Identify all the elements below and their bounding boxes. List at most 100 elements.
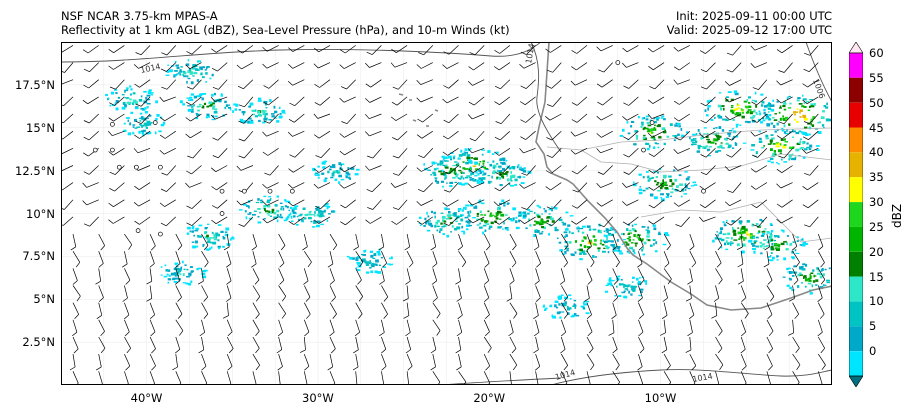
reflectivity-pixel xyxy=(785,248,789,251)
reflectivity-pixel xyxy=(293,215,296,218)
wind-barb xyxy=(416,199,433,206)
wind-barb xyxy=(61,45,74,53)
reflectivity-pixel xyxy=(647,226,649,229)
reflectivity-pixel xyxy=(782,103,787,105)
wind-barb xyxy=(109,165,125,175)
reflectivity-pixel xyxy=(766,104,770,107)
reflectivity-pixel xyxy=(655,241,658,245)
wind-barb xyxy=(764,234,771,251)
reflectivity-pixel xyxy=(462,161,465,163)
wind-barb xyxy=(674,96,691,105)
wind-barb xyxy=(238,96,254,108)
wind-barb xyxy=(750,62,768,68)
wind-barb xyxy=(303,353,310,371)
reflectivity-pixel xyxy=(626,285,629,288)
reflectivity-pixel xyxy=(182,103,185,106)
reflectivity-pixel xyxy=(777,149,782,153)
reflectivity-pixel xyxy=(708,155,711,157)
reflectivity-pixel xyxy=(668,175,672,178)
reflectivity-pixel xyxy=(444,166,449,169)
reflectivity-pixel xyxy=(506,174,508,177)
wind-barb xyxy=(817,285,823,302)
reflectivity-pixel xyxy=(788,156,792,160)
reflectivity-pixel xyxy=(802,241,806,245)
reflectivity-pixel xyxy=(791,157,794,160)
wind-barb xyxy=(740,302,749,319)
reflectivity-pixel xyxy=(773,125,776,128)
reflectivity-pixel xyxy=(524,213,527,215)
colorbar-tick-label: 60 xyxy=(869,46,884,60)
lat-tick-label: 17.5°N xyxy=(15,77,55,92)
wind-barb xyxy=(175,285,182,302)
reflectivity-pixel xyxy=(755,151,758,155)
reflectivity-pixel xyxy=(768,114,772,117)
reflectivity-pixel xyxy=(319,212,324,216)
wind-barb xyxy=(740,285,747,302)
reflectivity-pixel xyxy=(448,217,453,220)
reflectivity-pixel xyxy=(197,60,201,63)
reflectivity-pixel xyxy=(766,232,770,234)
reflectivity-pixel xyxy=(345,171,349,174)
reflectivity-pixel xyxy=(782,118,785,121)
reflectivity-pixel xyxy=(793,111,797,114)
wind-barb xyxy=(329,336,336,354)
reflectivity-pixel xyxy=(290,220,294,222)
reflectivity-pixel xyxy=(791,275,795,277)
reflectivity-pixel xyxy=(636,137,638,140)
reflectivity-pixel xyxy=(645,282,647,285)
reflectivity-pixel xyxy=(660,185,664,188)
reflectivity-pixel xyxy=(563,296,568,300)
reflectivity-pixel xyxy=(154,131,157,135)
reflectivity-pixel xyxy=(484,229,487,232)
wind-barb xyxy=(61,165,74,172)
reflectivity-pixel xyxy=(808,279,812,282)
wind-barb xyxy=(596,45,613,52)
reflectivity-pixel xyxy=(426,229,431,232)
wind-barb xyxy=(546,148,562,158)
reflectivity-pixel xyxy=(538,206,541,209)
reflectivity-pixel xyxy=(487,161,489,164)
wind-barb xyxy=(124,233,133,250)
reflectivity-pixel xyxy=(328,213,331,215)
reflectivity-pixel xyxy=(190,81,194,85)
wind-barb xyxy=(211,216,228,224)
wind-barb xyxy=(98,251,104,268)
reflectivity-pixel xyxy=(642,189,646,192)
reflectivity-pixel xyxy=(600,239,602,242)
wind-barb xyxy=(236,165,254,171)
reflectivity-pixel xyxy=(607,240,610,243)
reflectivity-pixel xyxy=(265,205,268,207)
wind-barb xyxy=(263,113,279,124)
reflectivity-pixel xyxy=(758,130,761,133)
wind-barb xyxy=(365,130,382,137)
reflectivity-pixel xyxy=(279,202,283,204)
reflectivity-pixel xyxy=(247,117,252,120)
reflectivity-pixel xyxy=(731,110,735,112)
wind-barb xyxy=(533,319,540,337)
reflectivity-pixel xyxy=(130,93,132,96)
reflectivity-pixel xyxy=(289,212,292,216)
reflectivity-pixel xyxy=(582,307,585,310)
wind-barb xyxy=(622,45,639,53)
reflectivity-pixel xyxy=(653,242,655,246)
reflectivity-pixel xyxy=(633,181,635,185)
reflectivity-pixel xyxy=(337,170,341,172)
reflectivity-pixel xyxy=(561,302,565,305)
reflectivity-pixel xyxy=(350,167,355,170)
reflectivity-pixel xyxy=(206,238,209,240)
wind-barb xyxy=(596,182,613,188)
reflectivity-pixel xyxy=(288,214,291,217)
reflectivity-pixel xyxy=(791,250,794,254)
reflectivity-pixel xyxy=(212,107,215,110)
wind-barb xyxy=(354,319,361,337)
reflectivity-pixel xyxy=(619,252,624,255)
reflectivity-pixel xyxy=(196,268,199,271)
reflectivity-pixel xyxy=(361,253,364,256)
reflectivity-pixel xyxy=(357,264,362,268)
reflectivity-pixel xyxy=(167,269,171,272)
reflectivity-pixel xyxy=(666,135,670,138)
wind-barb xyxy=(201,285,209,302)
reflectivity-pixel xyxy=(641,238,644,241)
reflectivity-pixel xyxy=(454,169,456,172)
reflectivity-pixel xyxy=(488,227,491,230)
